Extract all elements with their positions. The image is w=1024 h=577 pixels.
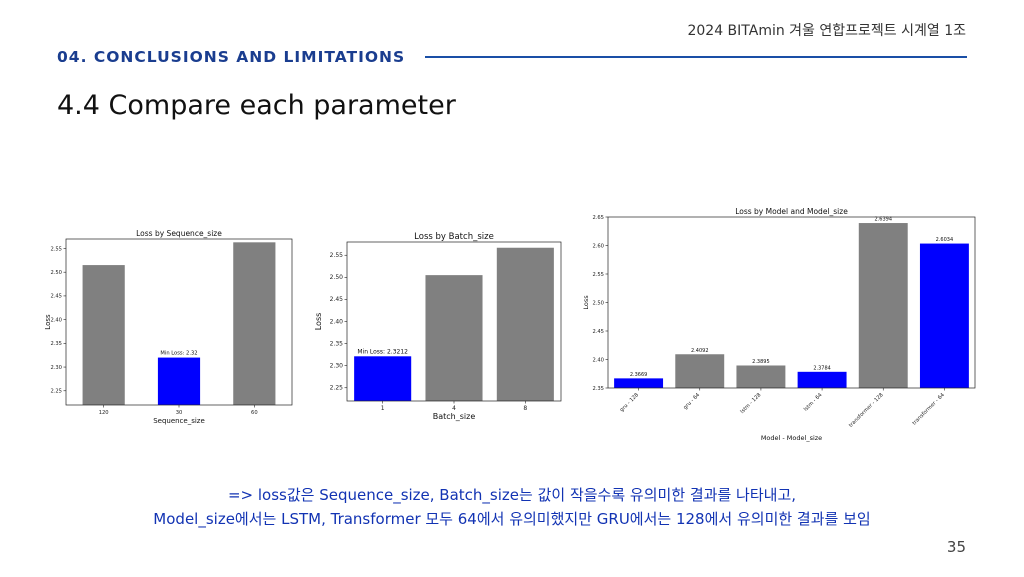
slide-title: 4.4 Compare each parameter <box>57 90 456 121</box>
conclusion-line-2: Model_size에서는 LSTM, Transformer 모두 64에서 … <box>153 510 871 528</box>
bar-value-label: 2.3895 <box>752 359 770 365</box>
y-tick-label: 2.45 <box>592 329 604 335</box>
x-tick-label: gru - 128 <box>619 392 640 413</box>
y-tick-label: 2.35 <box>330 340 344 347</box>
chart-title: Loss by Model and Model_size <box>735 207 848 216</box>
bar-4 <box>425 275 483 401</box>
bar-value-label: 2.3784 <box>813 365 831 371</box>
y-tick-label: 2.55 <box>50 246 62 252</box>
x-tick-label: gru - 64 <box>682 392 701 411</box>
bar-60 <box>233 242 276 405</box>
y-tick-label: 2.50 <box>330 274 344 281</box>
x-tick-label: lstm - 64 <box>803 392 824 413</box>
y-axis-label: Loss <box>582 295 590 310</box>
y-axis-label: Loss <box>44 314 52 330</box>
y-tick-label: 2.35 <box>592 386 604 392</box>
y-tick-label: 2.50 <box>592 300 604 306</box>
y-tick-label: 2.40 <box>592 357 604 363</box>
bar-120 <box>82 265 125 405</box>
x-axis-label: Batch_size <box>433 412 476 421</box>
x-axis-label: Model - Model_size <box>761 434 822 442</box>
bar-value-label: 2.6034 <box>936 237 954 243</box>
x-tick-label: transformer - 64 <box>912 392 947 427</box>
x-tick-label: 30 <box>176 410 183 416</box>
y-tick-label: 2.40 <box>330 318 344 325</box>
y-tick-label: 2.65 <box>592 215 604 221</box>
x-tick-label: transformer - 128 <box>848 392 885 429</box>
x-tick-label: 60 <box>251 410 258 416</box>
y-tick-label: 2.25 <box>330 385 344 392</box>
x-tick-label: 1 <box>381 405 385 412</box>
chart-sequence-size-svg: Min Loss: 2.32 2.25 2.30 2.35 2.40 2.45 2.50 2.… <box>44 229 293 425</box>
x-tick-label: lstm - 128 <box>739 392 762 415</box>
y-tick-label: 2.40 <box>50 317 62 323</box>
conclusion-line-1: => loss값은 Sequence_size, Batch_size는 값이 … <box>227 486 797 504</box>
page-number: 35 <box>946 538 966 556</box>
y-tick-label: 2.60 <box>592 243 604 249</box>
bar-8 <box>496 247 554 401</box>
x-axis-label: Sequence_size <box>153 417 205 425</box>
org-label: 2024 BITAmin 겨울 연합프로젝트 시계열 1조 <box>687 23 966 39</box>
bar-lstm-64 <box>797 371 847 388</box>
bar-transformer-128 <box>858 223 908 388</box>
bar-gru-64 <box>675 354 725 388</box>
bar-30 <box>157 357 201 405</box>
y-tick-label: 2.45 <box>50 294 62 300</box>
y-tick-label: 2.45 <box>330 296 344 303</box>
chart-batch-size-svg: Min Loss: 2.3212 2.25 2.30 2.35 2.40 2.45 2.50… <box>314 232 562 421</box>
y-tick-label: 2.30 <box>330 362 344 369</box>
x-tick-label: 8 <box>523 405 527 412</box>
y-tick-label: 2.35 <box>50 341 62 347</box>
bar-value-label: 2.4092 <box>691 348 709 354</box>
chart-batch-size: Min Loss: 2.3212 2.25 2.30 2.35 2.40 2.45 2.50… <box>313 226 567 425</box>
y-tick-label: 2.25 <box>50 389 62 395</box>
min-loss-annotation: Min Loss: 2.32 <box>160 351 197 357</box>
chart-sequence-size: Min Loss: 2.32 2.25 2.30 2.35 2.40 2.45 2.50 2.… <box>42 225 296 425</box>
y-tick-label: 2.55 <box>592 272 604 278</box>
chart-title: Loss by Sequence_size <box>136 229 222 238</box>
bar-value-label: 2.3669 <box>630 372 648 378</box>
chart-title: Loss by Batch_size <box>414 232 494 242</box>
section-divider <box>425 56 967 58</box>
x-tick-label: 120 <box>99 410 109 416</box>
section-label: 04. CONCLUSIONS AND LIMITATIONS <box>57 48 406 66</box>
y-tick-label: 2.30 <box>50 365 62 371</box>
chart-model-size: 2.3669 2.4092 2.3895 2.3784 2.6394 2.6034 2.35… <box>580 205 982 445</box>
bar-lstm-128 <box>736 365 786 388</box>
bar-1 <box>354 356 412 401</box>
y-tick-label: 2.50 <box>50 270 62 276</box>
bar-gru-128 <box>614 378 664 388</box>
bar-transformer-64 <box>919 243 969 388</box>
y-tick-label: 2.55 <box>330 252 344 259</box>
x-tick-label: 4 <box>452 405 456 412</box>
min-loss-annotation: Min Loss: 2.3212 <box>357 348 408 355</box>
chart-model-size-svg: 2.3669 2.4092 2.3895 2.3784 2.6394 2.6034 2.35… <box>582 207 976 442</box>
bar-value-label: 2.6394 <box>875 217 893 223</box>
y-axis-label: Loss <box>314 313 323 331</box>
